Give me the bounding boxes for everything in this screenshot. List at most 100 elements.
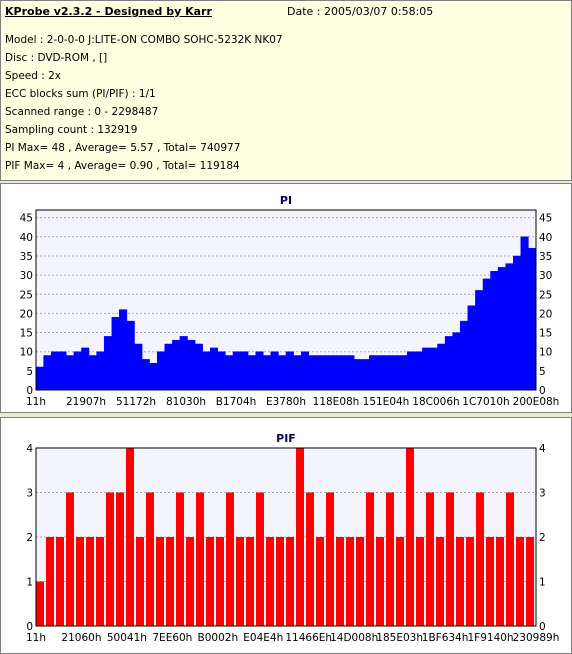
pi-xtick-label: 18C006h — [412, 396, 459, 408]
pif-ytick-label-right: 2 — [539, 532, 546, 544]
pi-ytick-label-right: 45 — [539, 213, 552, 225]
pi-xtick-label: E3780h — [266, 396, 306, 408]
pif-chart: PIF 0 0 1 1 2 2 3 3 4 4 11h 21060h 50041h 7EE60h B0002h… — [1, 418, 571, 653]
pif-bar — [326, 493, 334, 627]
pi-ytick-label-right: 30 — [539, 270, 552, 282]
pi-xtick-label: 81030h — [166, 396, 206, 408]
pi-ytick-label-left: 20 — [20, 308, 33, 320]
pi-xtick-label: B1704h — [216, 396, 257, 408]
pi-ytick-label-right: 40 — [539, 232, 552, 244]
pif-bar — [166, 537, 174, 626]
info-pi-stats: PI Max= 48 , Average= 5.57 , Total= 7409… — [5, 142, 240, 154]
pi-ytick-label-left: 15 — [20, 328, 33, 340]
pif-bar — [216, 537, 224, 626]
pif-bar — [446, 493, 454, 627]
pif-bar — [156, 537, 164, 626]
pif-ytick-label-left: 1 — [26, 577, 33, 589]
pif-bar — [426, 493, 434, 627]
pi-ytick-label-right: 25 — [539, 289, 552, 301]
info-disc: Disc : DVD-ROM , [] — [5, 52, 107, 64]
app-title: KProbe v2.3.2 - Designed by Karr — [5, 5, 212, 18]
pif-bar — [236, 537, 244, 626]
pi-xtick-label: 200E08h — [513, 396, 560, 408]
pif-bar — [96, 537, 104, 626]
pif-xtick-label: 14D008h — [330, 632, 378, 644]
info-pif-stats: PIF Max= 4 , Average= 0.90 , Total= 1191… — [5, 160, 240, 172]
pif-bar — [466, 537, 474, 626]
pif-bar — [56, 537, 64, 626]
pif-bar — [176, 493, 184, 627]
pif-xtick-label: 50041h — [107, 632, 147, 644]
pif-bar — [86, 537, 94, 626]
pi-xtick-label: 21907h — [66, 396, 106, 408]
pif-bar — [346, 537, 354, 626]
pif-bar — [256, 493, 264, 627]
pif-bar — [226, 493, 234, 627]
pif-xtick-label: 7EE60h — [152, 632, 192, 644]
pif-xtick-label: E04E4h — [243, 632, 283, 644]
pif-bar — [296, 448, 304, 626]
pif-bar — [356, 537, 364, 626]
pi-ytick-label-left: 25 — [20, 289, 33, 301]
pif-bar — [246, 537, 254, 626]
pif-xtick-label: 1F9140h — [467, 632, 513, 644]
pif-bar — [76, 537, 84, 626]
info-model: Model : 2-0-0-0 J:LITE-ON COMBO SOHC-523… — [5, 34, 283, 46]
pif-bar — [456, 537, 464, 626]
pif-bar — [416, 537, 424, 626]
pif-bar — [146, 493, 154, 627]
pi-xtick-label: 11h — [26, 396, 46, 408]
info-panel: KProbe v2.3.2 - Designed by Karr Date : … — [0, 0, 572, 181]
pif-bar — [116, 493, 124, 627]
pif-bar — [506, 493, 514, 627]
pi-ytick-label-right: 15 — [539, 328, 552, 340]
pif-bar — [366, 493, 374, 627]
pi-ytick-label-left: 35 — [20, 251, 33, 263]
pif-ytick-label-right: 4 — [539, 443, 546, 455]
pi-ytick-label-left: 10 — [20, 347, 33, 359]
pif-chart-title: PIF — [276, 432, 296, 445]
info-ecc: ECC blocks sum (PI/PIF) : 1/1 — [5, 88, 156, 100]
pif-bar — [486, 537, 494, 626]
pi-chart-title: PI — [280, 194, 292, 207]
pi-ytick-label-left: 30 — [20, 270, 33, 282]
pif-xtick-label: 21060h — [61, 632, 101, 644]
pif-bar — [496, 537, 504, 626]
pif-bar — [306, 493, 314, 627]
pif-xtick-label: 230989h — [513, 632, 560, 644]
pif-bar — [276, 537, 284, 626]
pif-ytick-label-left: 4 — [26, 443, 33, 455]
pi-xtick-label: 118E08h — [313, 396, 360, 408]
pif-bar — [196, 493, 204, 627]
pif-xtick-label: B0002h — [198, 632, 239, 644]
pif-bar — [396, 537, 404, 626]
pi-ytick-label-right: 35 — [539, 251, 552, 263]
pif-bar — [526, 537, 534, 626]
pif-ytick-label-left: 2 — [26, 532, 33, 544]
info-scanned-range: Scanned range : 0 - 2298487 — [5, 106, 158, 118]
pif-bar — [436, 537, 444, 626]
pif-bar — [46, 537, 54, 626]
pif-bar — [136, 537, 144, 626]
pif-xtick-label: 11466Eh — [285, 632, 332, 644]
pi-xtick-label: 1C7010h — [462, 396, 509, 408]
pif-bar — [336, 537, 344, 626]
pi-ytick-label-right: 10 — [539, 347, 552, 359]
pif-bar — [36, 582, 44, 627]
pi-ytick-label-right: 20 — [539, 308, 552, 320]
pif-ytick-label-right: 3 — [539, 488, 546, 500]
pi-ytick-label-right: 5 — [539, 366, 546, 378]
pi-chart-panel: PI 0 0 5 5 10 10 15 15 20 20 25 25 30 30 35 35 40 40 45 45 11… — [0, 183, 572, 413]
pi-xtick-label: 151E04h — [363, 396, 410, 408]
pif-bar — [476, 493, 484, 627]
pif-bar — [106, 493, 114, 627]
pif-bar — [376, 537, 384, 626]
info-sampling-count: Sampling count : 132919 — [5, 124, 137, 136]
pif-bar — [66, 493, 74, 627]
pif-chart-panel: PIF 0 0 1 1 2 2 3 3 4 4 11h 21060h 50041h 7EE60h B0002h… — [0, 417, 572, 654]
pi-xtick-label: 51172h — [116, 396, 156, 408]
pif-bar — [386, 493, 394, 627]
pif-ytick-label-left: 3 — [26, 488, 33, 500]
pif-bar — [406, 448, 414, 626]
pif-bar — [316, 537, 324, 626]
